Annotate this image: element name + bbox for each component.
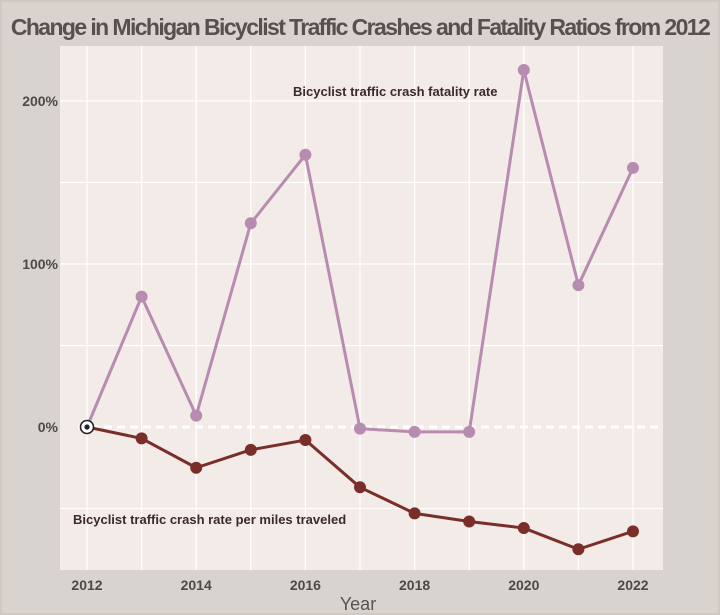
data-point-series-1 — [517, 64, 530, 77]
data-point-series-2 — [572, 543, 585, 556]
data-point-series-2 — [135, 432, 148, 445]
data-point-series-2 — [190, 461, 203, 474]
data-point-series-2 — [517, 522, 530, 535]
origin-point-center — [84, 424, 90, 430]
x-tick-label: 2012 — [71, 577, 102, 593]
x-tick-label: 2014 — [181, 577, 212, 593]
x-tick-label: 2022 — [617, 577, 648, 593]
fatality-rate-annotation: Bicyclist traffic crash fatality rate — [293, 84, 497, 99]
x-tick-label: 2016 — [290, 577, 321, 593]
data-point-series-1 — [463, 425, 476, 438]
data-point-series-2 — [354, 481, 366, 494]
y-tick-label: 0% — [38, 419, 59, 435]
grid-lines — [60, 46, 663, 570]
y-tick-label: 200% — [22, 93, 58, 109]
data-point-series-1 — [190, 409, 203, 422]
crash-rate-annotation: Bicyclist traffic crash rate per miles t… — [73, 512, 346, 527]
series-group — [79, 64, 639, 556]
data-point-series-2 — [299, 434, 312, 447]
data-point-series-1 — [135, 290, 148, 303]
x-tick-label: 2020 — [508, 577, 539, 593]
data-point-series-1 — [572, 279, 585, 292]
data-point-series-2 — [463, 515, 476, 528]
data-point-series-1 — [299, 148, 312, 161]
y-axis: 200% 100% 0% — [22, 93, 58, 435]
data-point-series-2 — [627, 525, 639, 538]
data-point-series-2 — [244, 443, 257, 456]
data-point-series-1 — [408, 425, 421, 438]
x-axis-label: Year — [340, 594, 376, 614]
chart-title: Change in Michigan Bicyclist Traffic Cra… — [10, 14, 711, 40]
data-point-series-1 — [627, 161, 639, 174]
data-point-series-1 — [244, 217, 257, 230]
data-point-series-2 — [408, 507, 421, 520]
annotations: Bicyclist traffic crash fatality rate Bic… — [73, 84, 497, 527]
data-point-series-1 — [354, 422, 366, 435]
x-axis: 2012 2014 2016 2018 2020 2022 — [71, 577, 648, 593]
y-tick-label: 100% — [22, 256, 58, 272]
x-tick-label: 2018 — [399, 577, 430, 593]
